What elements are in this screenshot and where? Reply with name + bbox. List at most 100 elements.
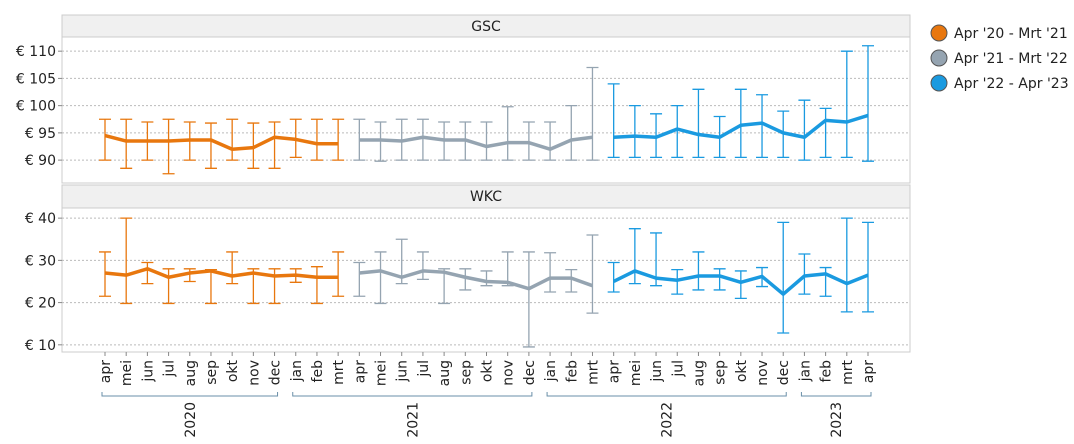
legend-marker xyxy=(930,49,948,67)
error-bar xyxy=(671,104,684,159)
series-line xyxy=(104,133,339,151)
x-tick-label: nov xyxy=(246,360,262,386)
error-bar xyxy=(204,122,217,169)
x-tick-label: mei xyxy=(119,360,135,386)
y-tick-label: € 100 xyxy=(16,99,56,115)
error-bar xyxy=(162,268,175,305)
x-tick-label: jul xyxy=(670,360,686,378)
x-tick-label: feb xyxy=(310,360,326,383)
x-tick-label: mrt xyxy=(331,359,347,384)
error-bar xyxy=(862,45,874,162)
error-bar xyxy=(459,268,472,291)
y-tick-label: € 40 xyxy=(25,211,56,227)
x-tick-label: jun xyxy=(649,360,665,383)
error-bar xyxy=(310,118,323,161)
error-bar xyxy=(226,118,239,161)
legend-marker xyxy=(930,74,948,92)
x-tick-label: jun xyxy=(395,360,411,383)
error-bar xyxy=(522,251,535,348)
x-tick-label: okt xyxy=(225,359,241,382)
year-bracket xyxy=(101,392,279,397)
legend-label: Apr '21 - Mrt '22 xyxy=(954,51,1068,67)
x-tick-label: jan xyxy=(543,360,559,382)
x-tick-label: aug xyxy=(183,360,199,386)
y-tick-label: € 95 xyxy=(25,126,56,142)
error-bar xyxy=(204,269,217,305)
x-tick-label: mei xyxy=(374,360,390,386)
error-bar xyxy=(544,252,557,293)
year-label: 2021 xyxy=(405,402,421,438)
x-tick-label: apr xyxy=(352,360,368,383)
error-bar xyxy=(183,268,196,283)
error-bar xyxy=(416,118,429,161)
x-tick-label: mrt xyxy=(840,359,856,384)
error-bar xyxy=(628,104,641,159)
x-tick-label: mei xyxy=(628,360,644,386)
error-bar xyxy=(332,251,345,297)
error-bar xyxy=(353,118,366,161)
x-tick-label: jul xyxy=(162,360,178,378)
error-bar xyxy=(565,269,578,293)
error-bar xyxy=(310,266,323,305)
year-bracket xyxy=(546,392,787,397)
panel-title: GSC xyxy=(471,19,501,35)
error-bar xyxy=(840,217,853,313)
x-tick-label: aug xyxy=(691,360,707,386)
year-label: 2023 xyxy=(829,402,845,438)
error-bar xyxy=(734,270,747,300)
y-tick-label: € 105 xyxy=(16,71,56,87)
error-bar xyxy=(798,253,811,295)
legend-label: Apr '20 - Mrt '21 xyxy=(954,26,1068,42)
error-bar xyxy=(586,234,599,314)
error-bar xyxy=(501,106,514,161)
error-bar xyxy=(226,251,239,285)
series-line xyxy=(359,135,593,151)
error-bar xyxy=(798,99,811,161)
error-bar xyxy=(480,121,493,161)
error-bar xyxy=(819,107,832,159)
legend-marker xyxy=(930,24,948,42)
x-tick-label: apr xyxy=(607,360,623,383)
error-bar xyxy=(862,221,874,313)
error-bar xyxy=(819,266,832,297)
error-bar xyxy=(607,83,620,159)
x-tick-label: jul xyxy=(416,360,432,378)
x-tick-label: feb xyxy=(819,360,835,383)
error-bar xyxy=(99,118,111,161)
error-bar xyxy=(120,118,133,169)
error-bar xyxy=(840,50,853,159)
year-label: 2020 xyxy=(183,402,199,438)
x-tick-label: okt xyxy=(480,359,496,382)
y-tick-label: € 10 xyxy=(25,338,56,354)
error-bar xyxy=(777,221,790,334)
error-bar xyxy=(756,94,769,159)
x-tick-label: apr xyxy=(861,360,877,383)
x-tick-label: jun xyxy=(140,360,156,383)
x-tick-label: jan xyxy=(289,360,305,382)
series-line xyxy=(359,269,594,291)
year-label: 2022 xyxy=(660,402,676,438)
error-bar xyxy=(565,104,578,161)
x-tick-label: nov xyxy=(501,360,517,386)
x-tick-label: dec xyxy=(776,360,792,385)
error-bar xyxy=(162,118,175,175)
x-tick-label: dec xyxy=(268,360,284,385)
error-bar xyxy=(692,88,705,159)
panel-frame xyxy=(61,36,911,184)
legend-label: Apr '22 - Apr '23 xyxy=(954,76,1069,92)
error-bar xyxy=(713,268,726,291)
x-tick-label: okt xyxy=(734,359,750,382)
error-bar xyxy=(628,228,641,285)
error-bar xyxy=(480,270,493,287)
error-bar xyxy=(353,261,366,297)
y-tick-label: € 90 xyxy=(25,153,56,169)
error-bar xyxy=(332,118,345,161)
year-bracket xyxy=(800,392,872,397)
x-tick-label: sep xyxy=(204,360,220,385)
error-bar xyxy=(734,88,747,159)
x-tick-label: aug xyxy=(437,360,453,386)
series-line xyxy=(104,267,339,280)
panel-title: WKC xyxy=(470,189,502,205)
y-tick-label: € 30 xyxy=(25,253,56,269)
